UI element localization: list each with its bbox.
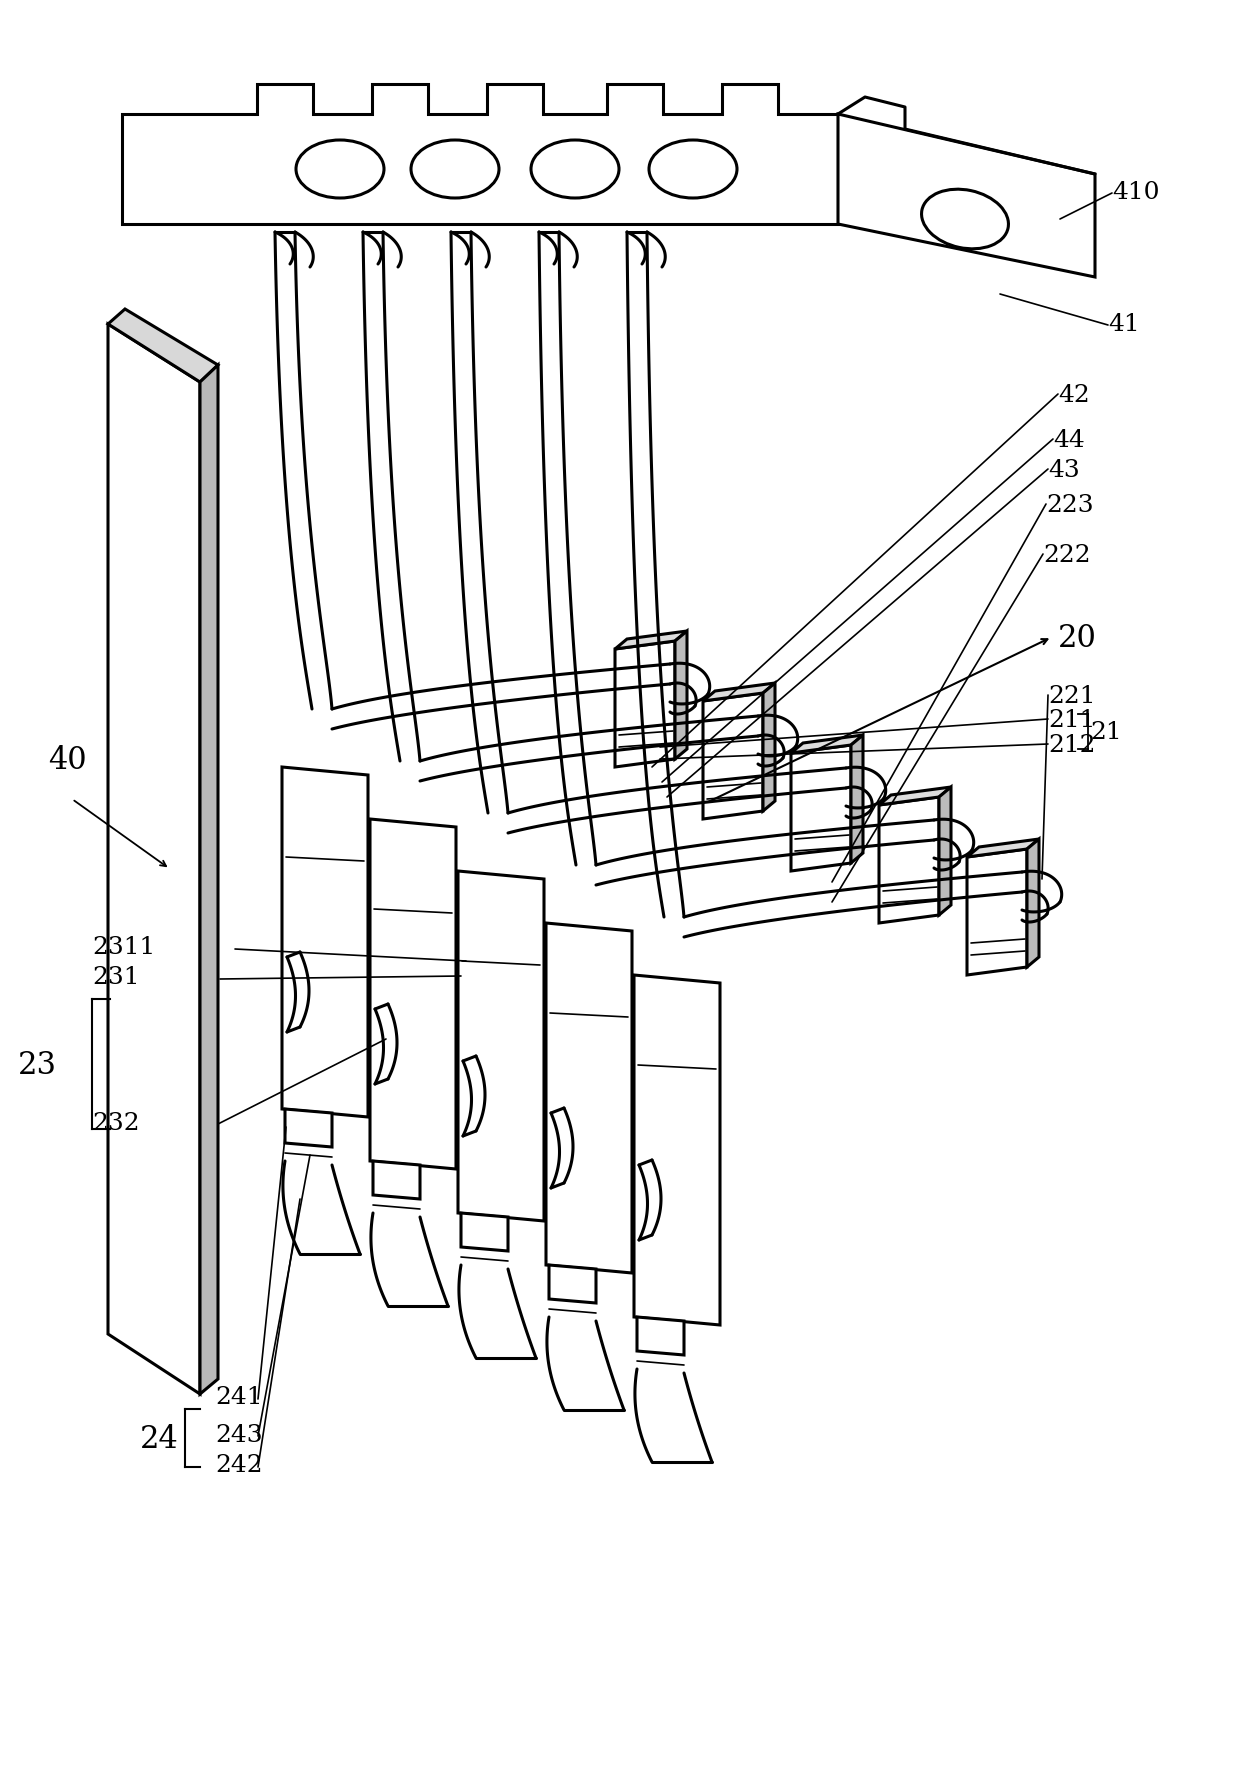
Polygon shape [879,798,939,923]
Polygon shape [703,694,763,819]
Text: 211: 211 [1047,708,1095,732]
Polygon shape [549,1265,596,1302]
Text: 42: 42 [1057,383,1090,406]
Text: 223: 223 [1046,494,1094,517]
Polygon shape [615,632,687,649]
Text: 241: 241 [214,1386,263,1408]
Polygon shape [373,1161,420,1199]
Text: 23: 23 [17,1048,57,1081]
Polygon shape [1028,839,1039,968]
Polygon shape [546,923,632,1274]
Text: 43: 43 [1047,458,1080,481]
Polygon shape [108,309,218,383]
Text: 242: 242 [214,1454,263,1476]
Polygon shape [458,871,544,1222]
Polygon shape [637,1317,685,1356]
Text: 222: 222 [1042,544,1091,565]
Polygon shape [200,365,218,1394]
Polygon shape [282,767,368,1118]
Polygon shape [763,683,774,812]
Text: 221: 221 [1047,683,1096,707]
Text: 2311: 2311 [92,936,155,957]
Polygon shape [461,1213,508,1251]
Text: 21: 21 [1090,721,1121,742]
Text: 243: 243 [214,1422,263,1446]
Polygon shape [703,683,774,701]
Polygon shape [838,114,1095,277]
Text: 410: 410 [1112,181,1160,204]
Polygon shape [791,735,863,753]
Text: 24: 24 [140,1422,178,1454]
Polygon shape [370,819,456,1170]
Text: 20: 20 [1057,623,1097,653]
Text: 231: 231 [92,966,140,989]
Polygon shape [286,1109,332,1147]
Text: 41: 41 [1109,313,1140,335]
Polygon shape [966,850,1028,975]
Text: 232: 232 [92,1111,140,1134]
Polygon shape [122,84,838,225]
Text: 40: 40 [47,744,86,775]
Polygon shape [615,642,675,767]
Polygon shape [791,746,850,871]
Polygon shape [675,632,687,760]
Polygon shape [850,735,863,864]
Polygon shape [633,975,720,1326]
Polygon shape [939,787,951,916]
Text: 212: 212 [1047,733,1096,757]
Text: 44: 44 [1052,428,1085,451]
Polygon shape [879,787,951,805]
Polygon shape [966,839,1039,857]
Polygon shape [108,326,200,1394]
